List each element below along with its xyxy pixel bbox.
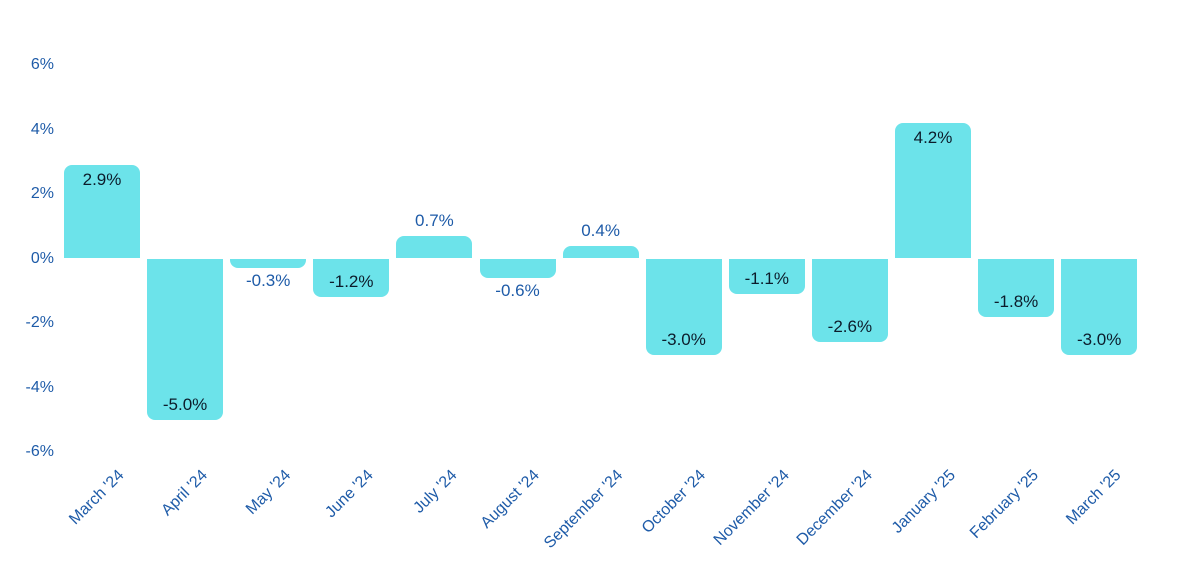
y-axis-tick-label-4pct: 4% xyxy=(30,120,54,138)
value-label-july-24: 0.7% xyxy=(415,210,454,230)
x-axis-label-text: November '24 xyxy=(710,466,793,549)
value-label-march-25: -3.0% xyxy=(1076,330,1122,350)
value-label-september-24: 0.4% xyxy=(581,220,620,240)
bar-april-24[interactable] xyxy=(147,258,224,420)
x-axis-label-text: September '24 xyxy=(541,466,627,552)
x-axis-label-text: May '24 xyxy=(242,466,294,518)
bar-september-24[interactable] xyxy=(562,245,639,259)
value-label-february-25: -1.8% xyxy=(993,291,1039,311)
bar-january-25[interactable] xyxy=(895,123,971,259)
y-axis-tick-label-2pct: 2% xyxy=(30,185,54,202)
x-axis-label-text: February '25 xyxy=(966,466,1042,542)
value-label-january-25: 4.2% xyxy=(913,128,953,148)
x-axis-label-text: October '24 xyxy=(639,466,710,537)
bar-march-25[interactable] xyxy=(1061,258,1138,356)
x-axis-label-text: April '24 xyxy=(158,466,211,520)
bar-march-24[interactable] xyxy=(64,164,140,259)
bar-august-24[interactable] xyxy=(479,258,556,278)
value-label-march-24: 2.9% xyxy=(82,169,122,189)
bar-july-24[interactable] xyxy=(396,235,473,259)
x-axis-label-text: August '24 xyxy=(478,466,544,532)
y-axis-tick-label-6pct: 6% xyxy=(30,56,54,73)
value-label-august-24: -0.6% xyxy=(495,280,540,300)
y-axis-tick-label-neg6pct: -6% xyxy=(25,443,54,460)
x-axis-label-text: June '24 xyxy=(322,466,378,522)
value-label-december-24: -2.6% xyxy=(827,317,873,337)
bar-december-24[interactable] xyxy=(811,258,888,343)
y-axis-tick-label-0pct: 0% xyxy=(30,249,54,267)
y-axis-tick-label-neg2pct: -2% xyxy=(25,314,54,331)
bar-october-24[interactable] xyxy=(645,258,722,356)
value-label-may-24: -0.3% xyxy=(245,271,291,291)
x-axis-label-text: March '25 xyxy=(1063,466,1125,529)
value-label-october-24: -3.0% xyxy=(661,330,706,350)
x-axis-label-text: December '24 xyxy=(793,466,876,549)
value-label-november-24: -1.1% xyxy=(744,268,789,288)
x-axis-label-text: January '25 xyxy=(888,466,959,537)
x-axis-label-text: March '24 xyxy=(66,466,128,529)
x-axis-label-text: July '24 xyxy=(410,466,461,517)
value-label-april-24: -5.0% xyxy=(162,394,208,414)
bar-february-25[interactable] xyxy=(978,258,1055,317)
y-axis-tick-label-neg4pct: -4% xyxy=(25,378,54,396)
value-label-june-24: -1.2% xyxy=(329,272,374,292)
bar-may-24[interactable] xyxy=(230,258,307,269)
bar-november-24[interactable] xyxy=(728,258,805,294)
bar-june-24[interactable] xyxy=(313,258,390,298)
